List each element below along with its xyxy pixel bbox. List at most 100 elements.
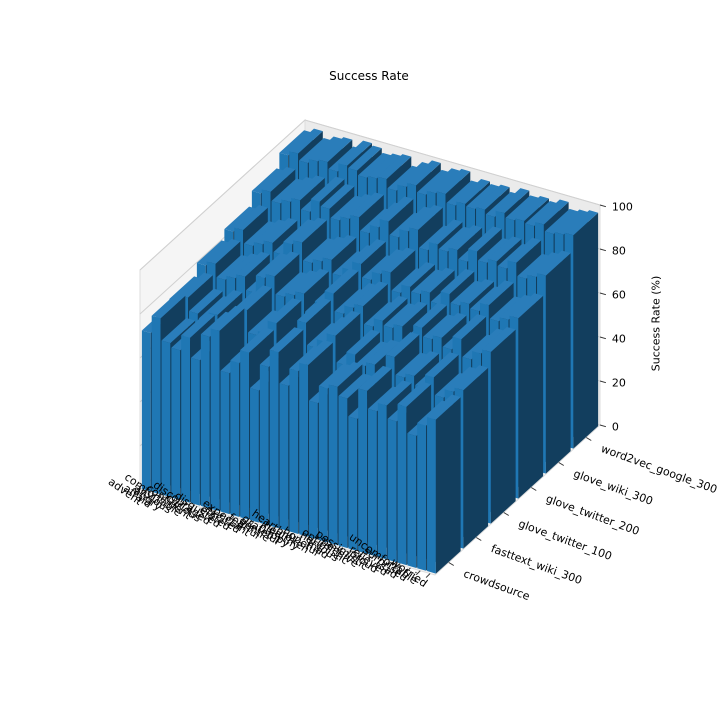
bar-top <box>291 175 325 201</box>
bar-front <box>289 368 299 534</box>
x-tick <box>396 564 401 570</box>
bar-front <box>230 360 240 517</box>
bar-top <box>267 298 302 324</box>
bar-top <box>489 296 524 322</box>
bar-top <box>320 183 355 209</box>
bar-top <box>330 195 365 221</box>
bar-front <box>309 400 318 540</box>
x-tick <box>366 556 372 561</box>
z-tick-label: 40 <box>612 333 626 346</box>
bar-side <box>463 367 489 549</box>
x-tick <box>297 536 303 542</box>
bar-top <box>377 380 412 406</box>
z-tick-label: 100 <box>612 201 633 214</box>
bar-top <box>423 314 457 340</box>
bar-top <box>509 293 544 319</box>
bar-top <box>407 160 441 186</box>
bar-top <box>397 161 431 188</box>
z-tick <box>599 336 607 340</box>
bar-top <box>480 280 514 306</box>
bar-top <box>436 168 471 194</box>
bar-top <box>238 285 272 311</box>
bar-top <box>210 305 245 331</box>
bar-front <box>417 423 427 571</box>
bar-front <box>250 388 259 523</box>
bar <box>427 394 461 574</box>
x-tick <box>248 522 254 527</box>
bar-top <box>417 169 451 195</box>
bar-front <box>141 330 151 492</box>
y-tick <box>585 437 592 441</box>
bar-top <box>393 301 428 327</box>
bar-front <box>407 433 417 568</box>
bar-top <box>413 302 447 328</box>
z-tick <box>599 380 607 384</box>
z-tick-label: 80 <box>612 245 626 258</box>
bar-front <box>397 404 407 566</box>
bar-top <box>535 199 569 225</box>
bar-top <box>326 310 361 336</box>
bar-top <box>399 206 433 232</box>
bar-top <box>318 363 353 389</box>
bar-top <box>263 217 298 243</box>
bar-top <box>377 154 412 180</box>
bar-top <box>472 328 506 354</box>
x-tick <box>307 539 313 544</box>
bar-top <box>275 271 310 297</box>
x-tick <box>179 502 185 508</box>
bar-front <box>377 402 387 560</box>
x-tick <box>199 508 205 513</box>
bar-front <box>368 408 377 557</box>
bars <box>141 128 599 574</box>
bar-top <box>196 240 231 266</box>
z-tick <box>599 248 607 252</box>
x-tick <box>160 496 165 502</box>
y-tick <box>558 462 565 466</box>
bar-front <box>348 416 358 551</box>
bar-top <box>358 365 392 391</box>
x-tick <box>268 527 274 533</box>
bar-top <box>409 204 443 230</box>
bar-side <box>573 212 599 449</box>
x-tick <box>317 542 323 547</box>
x-tick <box>150 493 156 499</box>
bar-top <box>356 341 390 367</box>
bar-top <box>265 251 300 277</box>
bar-top <box>495 188 530 214</box>
bar-front <box>269 349 279 529</box>
y-tick <box>530 487 537 491</box>
bar-top <box>338 373 373 399</box>
bar-top <box>240 327 274 353</box>
bar-top <box>322 234 357 260</box>
bar-top <box>478 237 512 264</box>
bar-top <box>340 193 374 219</box>
bar-top <box>537 250 571 276</box>
bar-top <box>452 314 487 340</box>
x-tick <box>219 513 224 519</box>
x-tick <box>356 553 362 559</box>
bar-top <box>381 247 416 273</box>
bar-top <box>444 366 479 392</box>
bar-top <box>224 206 258 232</box>
bar-top <box>544 208 579 234</box>
x-tick <box>347 550 352 556</box>
bar-top <box>226 253 260 279</box>
bar-front <box>191 357 200 506</box>
bar-top <box>283 219 317 245</box>
bar-top <box>427 394 461 420</box>
bar-top <box>446 180 481 206</box>
z-tick-label: 60 <box>612 289 626 302</box>
bar-front <box>318 385 328 543</box>
bar-top <box>468 226 502 252</box>
bar-front <box>259 364 269 526</box>
bar-front <box>220 370 230 515</box>
x-tick <box>238 519 244 525</box>
bar-top <box>151 293 186 319</box>
bar-top <box>383 303 418 329</box>
bar-top <box>179 272 213 298</box>
bar-top <box>312 236 347 262</box>
bar-top <box>499 294 534 320</box>
bar-front <box>338 395 348 549</box>
bar-top <box>234 205 268 231</box>
